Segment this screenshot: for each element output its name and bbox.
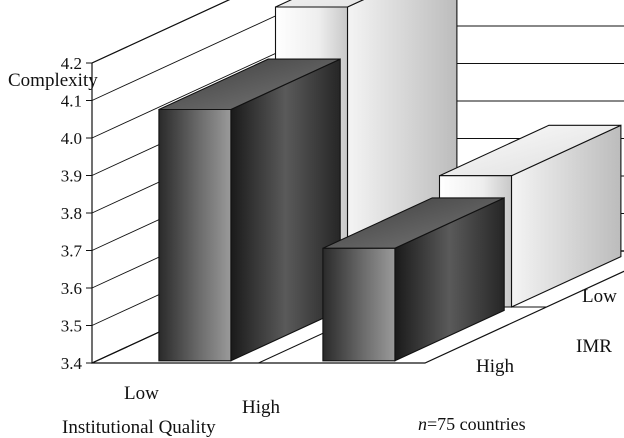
y-tick-label: 3.5 <box>61 317 82 336</box>
y-tick-label: 3.7 <box>61 242 83 261</box>
bars <box>158 0 622 362</box>
z-axis-title: IMR <box>576 336 612 357</box>
bar-low-quality-high-imr <box>158 58 341 362</box>
bar-front-face <box>322 247 396 362</box>
gridline-4.1 <box>91 0 312 101</box>
z-category-label-high: High <box>476 356 515 377</box>
note-n: n <box>418 414 427 434</box>
y-tick-label: 3.8 <box>61 204 82 223</box>
z-category-label-low: Low <box>582 286 617 307</box>
x-category-label-high: High <box>242 397 281 418</box>
x-axis-title: Institutional Quality <box>62 417 216 438</box>
y-tick-label: 3.4 <box>61 354 83 373</box>
y-tick-label: 3.9 <box>61 167 82 186</box>
y-tick-label: 4.1 <box>61 92 82 111</box>
bar-high-quality-high-imr <box>322 197 505 362</box>
note-rest: =75 countries <box>427 414 526 434</box>
bar-front-face <box>158 108 232 362</box>
y-tick-labels: 3.4 3.5 3.6 3.7 3.8 3.9 4.0 4.1 4.2 <box>61 54 83 373</box>
y-tick-label: 4.2 <box>61 54 82 73</box>
y-axis-title: Complexity <box>8 70 98 91</box>
x-category-label-low: Low <box>124 383 159 404</box>
y-tick-label: 3.6 <box>61 279 82 298</box>
sample-size-note: n=75 countries <box>418 414 526 434</box>
y-tick-label: 4.0 <box>61 129 82 148</box>
